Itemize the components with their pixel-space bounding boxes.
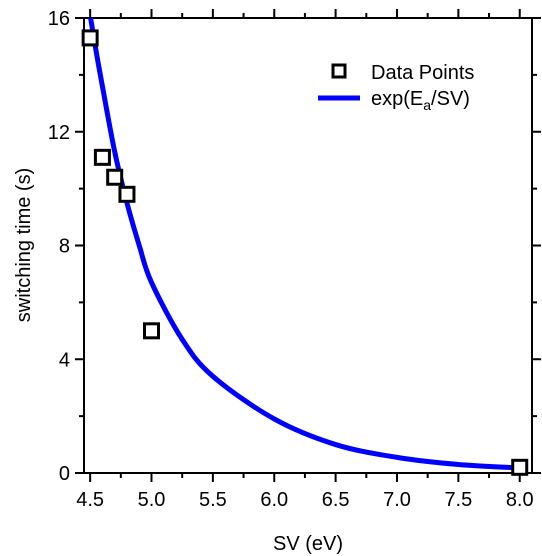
data-point-marker [81, 29, 99, 47]
y-axis-label: switching time (s) [13, 168, 35, 322]
tick-marks [75, 9, 541, 482]
y-tick-label: 12 [48, 122, 70, 144]
legend-marker-data-points [331, 63, 347, 79]
x-tick-label: 7.5 [444, 489, 472, 511]
legend-label-data-points: Data Points [371, 62, 474, 84]
x-tick-label: 6.5 [322, 489, 350, 511]
y-tick-label: 16 [48, 8, 70, 30]
legend: Data Points exp(Ea/SV) [318, 62, 474, 113]
x-tick-label: 8.0 [506, 489, 534, 511]
x-tick-labels: 4.5 5.0 5.5 6.0 6.5 7.0 7.5 8.0 [76, 489, 533, 511]
data-point-marker [118, 185, 136, 203]
x-tick-label: 4.5 [76, 489, 104, 511]
plot-frame [83, 17, 533, 474]
y-tick-label: 0 [59, 463, 70, 485]
data-point-marker [511, 458, 529, 476]
data-point-marker [93, 148, 111, 166]
legend-label-fit-subscript: a [423, 97, 431, 113]
y-tick-label: 8 [59, 236, 70, 258]
x-tick-label: 5.5 [199, 489, 227, 511]
data-points-layer [81, 29, 529, 476]
legend-label-fit-main: exp(E [371, 88, 423, 110]
fit-curve [88, 18, 520, 471]
x-tick-label: 6.0 [260, 489, 288, 511]
y-tick-labels: 0 4 8 12 16 [48, 8, 70, 485]
x-tick-label: 7.0 [383, 489, 411, 511]
x-tick-label: 5.0 [138, 489, 166, 511]
x-axis-label: SV (eV) [273, 533, 343, 555]
fit-curve-layer [88, 18, 520, 471]
data-point-marker [143, 322, 161, 340]
legend-label-fit: exp(Ea/SV) [371, 88, 470, 113]
data-point-marker [106, 168, 124, 186]
y-tick-label: 4 [59, 349, 70, 371]
legend-label-fit-tail: /SV) [431, 88, 470, 110]
